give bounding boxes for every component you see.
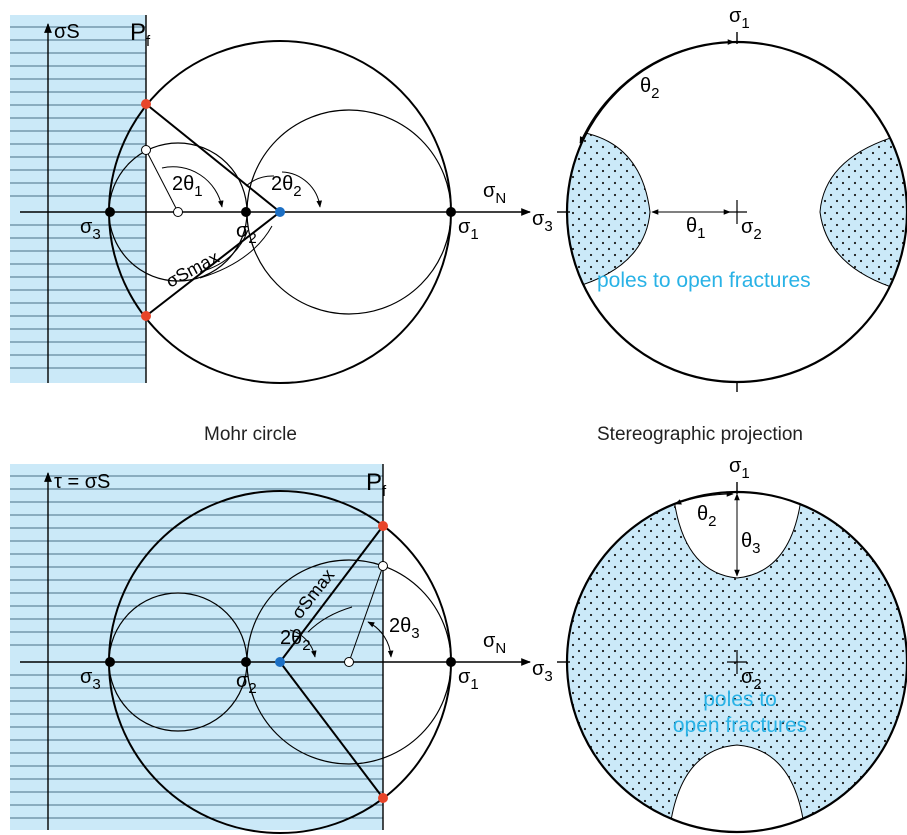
bottom-angle3-label: 2θ3 (389, 615, 420, 642)
top-point-sigma1 (446, 207, 456, 217)
bottom-xlabel: σN (483, 630, 506, 657)
bottom-sigma2-label: σ2 (236, 670, 257, 697)
bottom-radius-upper (279, 525, 384, 663)
bottom-smax-leader (307, 606, 353, 633)
top-stereo-theta2: θ2 (640, 75, 659, 102)
bottom-stereo-poles-line2: open fractures (673, 714, 807, 737)
top-stereo-sigma3: σ3 (532, 208, 553, 235)
top-sigma1-label: σ1 (458, 216, 479, 243)
top-theta2-arrow (579, 39, 735, 144)
bottom-tension-hatch (10, 475, 383, 819)
bottom-sigma3-label: σ3 (80, 666, 101, 693)
bottom-stereonet: σ1 σ2 σ3 θ2 θ3 poles to open fractures (532, 455, 907, 834)
bottom-tension-field (10, 464, 383, 830)
top-pf-label: Pf (130, 19, 151, 50)
bottom-angle-arc-2 (289, 629, 317, 658)
top-smax-leader-a (199, 229, 249, 273)
top-stereo-sigma1: σ1 (729, 5, 750, 32)
bottom-radius-small (348, 565, 384, 663)
bottom-theta2-arrow (674, 491, 734, 505)
top-stereo-theta1: θ1 (686, 215, 705, 242)
top-stereo-poles-label: poles to open fractures (597, 269, 811, 292)
bottom-angle-arc-3 (367, 621, 394, 658)
bottom-mohr-diagram: τ = σS Pf σN σ3 σ2 σ1 2θ2 2θ3 σSmax (10, 464, 531, 834)
bottom-point-small-center (344, 657, 354, 667)
bottom-ylabel: τ = σS (54, 471, 110, 493)
top-point-red-lower (141, 311, 151, 321)
top-point-center (275, 207, 285, 217)
bottom-angle2-label: 2θ2 (280, 627, 311, 654)
top-stereo-region-left (567, 129, 651, 291)
top-tension-hatch (10, 26, 146, 369)
bottom-stereo-clear-bottom (667, 744, 807, 832)
bottom-sigma1-label: σ1 (458, 666, 479, 693)
top-mohr-diagram: σS Pf σN σ3 σ2 σ1 2θ1 2θ2 σSmax (10, 15, 531, 384)
top-ylabel: σS (54, 21, 80, 43)
top-angle-arc-2 (281, 171, 322, 208)
top-smax-leader-b (199, 225, 273, 279)
top-angle-arc-1 (161, 166, 224, 208)
bottom-pf-label: Pf (366, 469, 387, 500)
top-angle1-label: 2θ1 (172, 173, 203, 200)
bottom-point-red-upper (378, 521, 388, 531)
bottom-point-red-lower (378, 793, 388, 803)
top-tension-field (10, 15, 146, 383)
bottom-stereo-sigma1: σ1 (729, 455, 750, 482)
top-stereo-region-right (819, 129, 907, 296)
bottom-point-center (275, 657, 285, 667)
bottom-point-small-tangent (378, 561, 388, 571)
top-radius-upper (145, 103, 281, 213)
top-radius-lower (145, 211, 281, 317)
top-radius-small (145, 149, 179, 213)
bottom-stereo-sigma2: σ2 (741, 666, 762, 693)
top-point-sigma3 (105, 207, 115, 217)
top-stereonet: σ1 σ2 σ3 θ1 θ2 poles to open fractures (532, 5, 907, 392)
top-sigma2-label: σ2 (236, 220, 257, 247)
top-point-small-tangent (141, 145, 151, 155)
top-smax-label: σSmax (162, 247, 222, 291)
bottom-point-sigma2 (241, 657, 251, 667)
top-stereo-sigma2: σ2 (741, 216, 762, 243)
bottom-stereo-sigma3: σ3 (532, 658, 553, 685)
bottom-radius-lower (279, 661, 384, 799)
bottom-stereo-theta3: θ3 (741, 530, 760, 557)
top-angle2-label: 2θ2 (271, 173, 302, 200)
top-point-sigma2 (241, 207, 251, 217)
top-angle-arc-2a (245, 175, 275, 187)
bottom-point-sigma3 (105, 657, 115, 667)
top-point-red-upper (141, 99, 151, 109)
caption-stereo: Stereographic projection (597, 424, 803, 445)
bottom-point-sigma1 (446, 657, 456, 667)
bottom-stereo-theta2: θ2 (697, 503, 716, 530)
top-point-small-center (173, 207, 183, 217)
top-xlabel: σN (483, 180, 506, 207)
caption-mohr: Mohr circle (204, 424, 297, 445)
bottom-stereo-poles-line1: poles to (703, 688, 777, 711)
top-sigma3-label: σ3 (80, 216, 101, 243)
